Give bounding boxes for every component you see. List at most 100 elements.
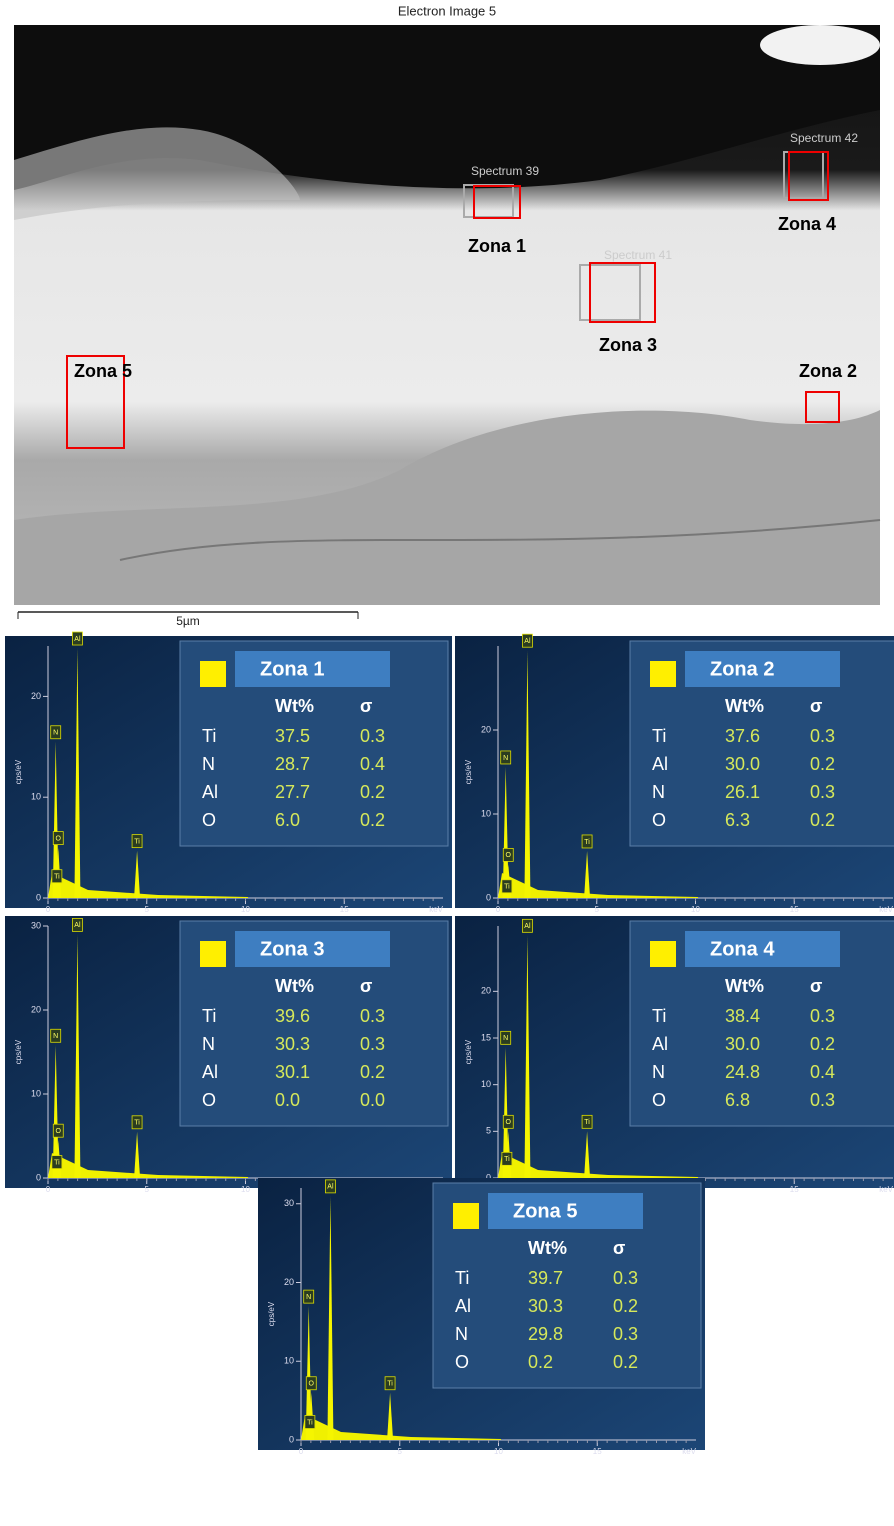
peak-label: O [56,835,62,842]
zone-label: Zona 4 [778,214,836,234]
table-cell: Al [652,1034,668,1054]
column-header: σ [810,696,822,716]
table-cell: 27.7 [275,782,310,802]
column-header: Wt% [275,696,314,716]
zone-title: Zona 1 [260,658,324,680]
legend-swatch [453,1203,479,1229]
x-tick-label: 5 [595,905,600,914]
x-tick-label: 10 [691,905,700,914]
table-cell: O [652,1090,666,1110]
table-cell: 0.3 [613,1324,638,1344]
table-cell: 0.2 [613,1296,638,1316]
x-tick-label: 15 [790,1185,799,1194]
column-header: σ [613,1238,625,1258]
peak-label: Ti [54,1159,60,1166]
x-tick-label: 0 [299,1447,304,1456]
table-cell: Ti [652,726,666,746]
table-cell: 30.3 [528,1296,563,1316]
y-tick-label: 5 [486,1126,491,1136]
peak-label: Ti [134,838,140,845]
table-cell: Al [202,782,218,802]
x-axis-label: keV [879,905,893,914]
table-cell: 37.6 [725,726,760,746]
sem-image [14,25,880,605]
y-axis-label: cps/eV [267,1301,276,1326]
x-tick-label: 0 [46,1185,51,1194]
column-header: σ [360,976,372,996]
table-cell: 24.8 [725,1062,760,1082]
result-table: Zona 3Wt%σTi39.60.3N30.30.3Al30.10.2O0.0… [180,921,448,1126]
y-axis-label: cps/eV [464,1039,473,1064]
x-tick-label: 15 [340,905,349,914]
table-cell: 6.0 [275,810,300,830]
spectrum-label: Spectrum 42 [790,131,858,145]
peak-label: Ti [54,874,60,881]
x-tick-label: 15 [790,905,799,914]
legend-swatch [200,661,226,687]
table-cell: 30.0 [725,754,760,774]
table-cell: 6.8 [725,1090,750,1110]
peak-label: Al [524,638,531,645]
table-cell: N [202,754,215,774]
table-cell: 0.2 [360,1062,385,1082]
y-tick-label: 10 [481,808,491,818]
table-cell: 0.2 [613,1352,638,1372]
peak-label: N [53,730,58,737]
peak-label: Al [74,922,81,929]
table-cell: 0.4 [810,1062,835,1082]
peak-label: Ti [584,839,590,846]
legend-swatch [650,661,676,687]
spectrum-label: Spectrum 39 [471,164,539,178]
x-tick-label: 5 [398,1447,403,1456]
y-tick-label: 0 [486,892,491,902]
y-tick-label: 10 [31,792,41,802]
table-cell: 0.3 [810,782,835,802]
table-cell: 0.2 [528,1352,553,1372]
table-cell: Al [652,754,668,774]
y-axis-label: cps/eV [464,759,473,784]
peak-label: Ti [387,1381,393,1388]
column-header: Wt% [725,976,764,996]
table-cell: 0.2 [810,1034,835,1054]
zone-label: Zona 3 [599,335,657,355]
x-tick-label: 15 [593,1447,602,1456]
table-cell: 0.3 [810,726,835,746]
image-title: Electron Image 5 [398,3,496,18]
table-cell: Ti [455,1268,469,1288]
peak-label: Al [327,1184,334,1191]
y-tick-label: 30 [284,1198,294,1208]
table-cell: 30.0 [725,1034,760,1054]
y-tick-label: 20 [284,1277,294,1287]
table-cell: 6.3 [725,810,750,830]
y-tick-label: 30 [31,920,41,930]
table-cell: 0.3 [810,1090,835,1110]
peak-label: O [309,1381,315,1388]
zone-title: Zona 3 [260,938,324,960]
table-cell: 0.3 [360,726,385,746]
x-axis-label: keV [682,1447,696,1456]
table-cell: 0.4 [360,754,385,774]
x-tick-label: 0 [496,905,501,914]
peak-label: Ti [134,1120,140,1127]
peak-label: O [506,1119,512,1126]
zone-title: Zona 5 [513,1200,577,1222]
y-tick-label: 20 [31,1004,41,1014]
spectrum-panel: 0102030051015keVcps/eVNOTiAlTiZona 5Wt%σ… [258,1178,705,1456]
table-cell: N [202,1034,215,1054]
table-cell: Al [202,1062,218,1082]
zone-label: Zona 1 [468,236,526,256]
y-tick-label: 10 [31,1088,41,1098]
column-header: Wt% [275,976,314,996]
table-cell: 0.3 [810,1006,835,1026]
table-cell: 29.8 [528,1324,563,1344]
y-tick-label: 15 [481,1032,491,1042]
table-cell: 30.3 [275,1034,310,1054]
column-header: Wt% [528,1238,567,1258]
table-cell: 0.2 [810,810,835,830]
y-tick-label: 20 [481,724,491,734]
table-cell: N [455,1324,468,1344]
peak-label: O [506,852,512,859]
x-axis-label: keV [429,905,443,914]
table-cell: 0.3 [360,1034,385,1054]
